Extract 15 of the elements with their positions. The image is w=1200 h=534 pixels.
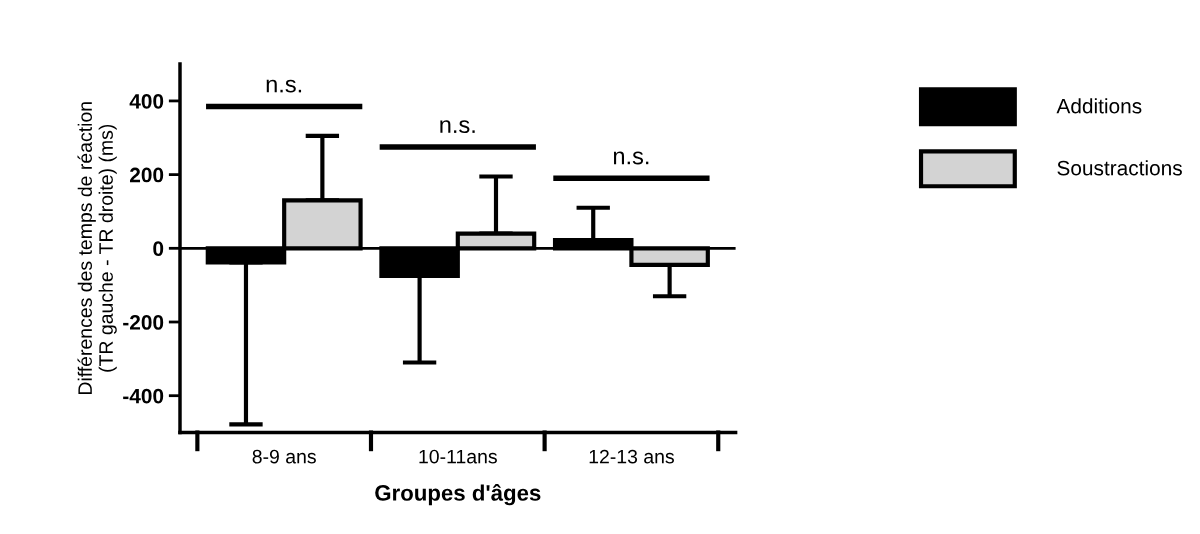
annotation: n.s. xyxy=(613,151,649,165)
y-tick-label: -200 xyxy=(123,315,164,330)
y-tick-label: -400 xyxy=(123,388,164,404)
legend-label: Soustractions xyxy=(1057,160,1182,176)
x-tick-label: 8-9 ans xyxy=(252,449,316,464)
legend-label: Additions xyxy=(1056,98,1142,114)
y-tick-label: 200 xyxy=(129,167,164,183)
annotation: n.s. xyxy=(266,79,302,93)
x-axis-title: Groupes d'âges xyxy=(375,484,541,506)
y-axis-title: Différences des temps de réaction (TR gauche - TR droite) (ms) xyxy=(77,102,117,395)
x-tick-label: 12-13 ans xyxy=(589,449,674,464)
annotation: n.s. xyxy=(440,120,475,134)
y-tick-label: 0 xyxy=(153,241,164,257)
y-tick-label: 400 xyxy=(129,93,164,109)
x-tick-label: 10-11ans xyxy=(419,449,497,464)
